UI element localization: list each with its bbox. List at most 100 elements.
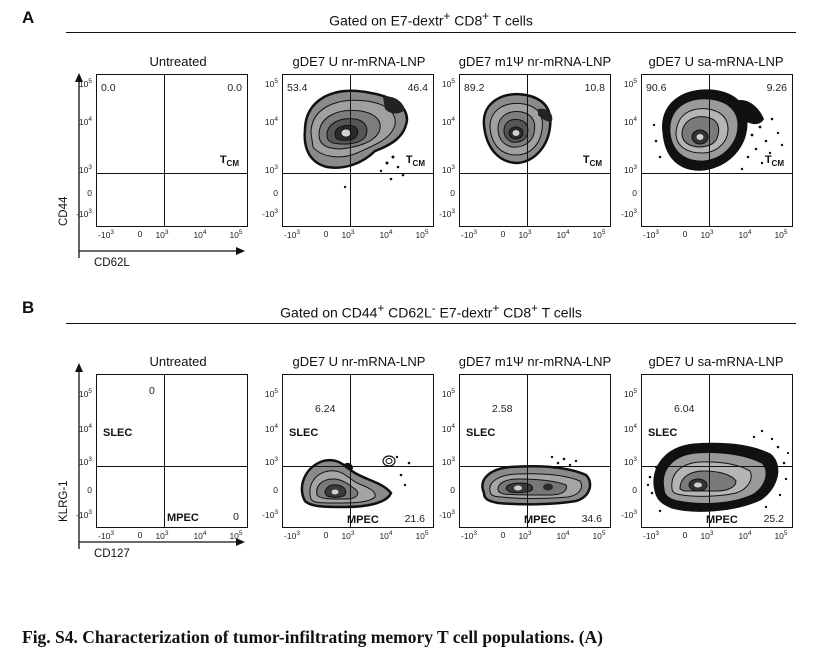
tcm-gate-label: TCM — [219, 154, 239, 169]
y-tick-label: 105 — [78, 388, 92, 399]
x-tick-label: 105 — [592, 530, 606, 541]
slec-gate-label: SLEC — [466, 427, 496, 439]
x-tick-label: 103 — [700, 530, 714, 541]
x-tick-label: 0 — [500, 530, 506, 540]
x-tick-label: 104 — [379, 229, 393, 240]
y-tick-label: 104 — [78, 116, 92, 127]
y-tick-label: 103 — [441, 456, 455, 467]
x-tick-label: -103 — [284, 530, 300, 541]
quadrant-line-horizontal — [642, 173, 792, 174]
flow-plot-u-sa-mrna: 6.04 25.2 SLEC MPEC — [641, 374, 793, 528]
y-tick-label: 0 — [273, 485, 278, 495]
flow-plot-untreated: 0.0 0.0 TCM — [96, 74, 248, 227]
x-tick-label: -103 — [284, 229, 300, 240]
y-tick-label: 103 — [441, 164, 455, 175]
quadrant-line-horizontal — [283, 173, 433, 174]
quadrant-line-vertical — [350, 75, 351, 226]
x-tick-label: -103 — [643, 229, 659, 240]
y-tick-label: 104 — [623, 116, 637, 127]
y-tick-label: 104 — [264, 116, 278, 127]
panel-a-letter: A — [22, 8, 35, 27]
y-tick-label: 0 — [87, 485, 92, 495]
x-tick-label: -103 — [98, 530, 114, 541]
y-tick-label: 104 — [441, 116, 455, 127]
quadrant-upper-left-percent: 90.6 — [646, 82, 667, 94]
quadrant-upper-right-percent: 9.26 — [766, 82, 787, 94]
figure-caption: Fig. S4. Characterization of tumor-infil… — [22, 627, 604, 647]
slec-percent: 6.24 — [315, 403, 336, 415]
plot-title: gDE7 U sa-mRNA-LNP — [648, 354, 784, 369]
mpec-percent: 34.6 — [581, 513, 602, 525]
y-tick-label: 0 — [632, 485, 637, 495]
quadrant-line-vertical — [709, 375, 710, 527]
plot-title: gDE7 U sa-mRNA-LNP — [648, 54, 784, 69]
x-tick-label: 104 — [556, 229, 570, 240]
quadrant-line-vertical — [350, 375, 351, 527]
x-tick-label: 0 — [500, 229, 506, 239]
y-tick-label: -103 — [439, 208, 455, 219]
y-tick-label: 104 — [78, 423, 92, 434]
panel-b-title-rule — [66, 323, 796, 324]
y-tick-label: -103 — [262, 208, 278, 219]
y-tick-label: 105 — [264, 388, 278, 399]
y-tick-label: -103 — [76, 509, 92, 520]
slec-gate-label: SLEC — [289, 427, 319, 439]
y-tick-label: 104 — [441, 423, 455, 434]
quadrant-line-horizontal — [97, 173, 247, 174]
contour-density-plot — [646, 429, 790, 513]
flow-plot-m1psi-nr-mrna: 2.58 34.6 SLEC MPEC — [459, 374, 611, 528]
contour-density-plot — [303, 89, 409, 189]
y-tick-label: 105 — [78, 78, 92, 89]
quadrant-upper-left-percent: 89.2 — [464, 82, 485, 94]
x-tick-label: 0 — [323, 530, 329, 540]
x-tick-label: 0 — [137, 530, 143, 540]
x-tick-label: 104 — [738, 530, 752, 541]
quadrant-line-horizontal — [97, 466, 247, 467]
contour-density-plot — [481, 455, 592, 506]
x-tick-label: 104 — [193, 530, 207, 541]
x-tick-label: 0 — [682, 229, 688, 239]
x-tick-label: 103 — [341, 229, 355, 240]
y-tick-label: 105 — [441, 388, 455, 399]
y-tick-label: 103 — [623, 164, 637, 175]
y-tick-label: 103 — [78, 164, 92, 175]
plot-title: gDE7 U nr-mRNA-LNP — [292, 354, 426, 369]
mpec-gate-label: MPEC — [347, 514, 379, 526]
x-tick-label: -103 — [461, 530, 477, 541]
slec-percent: 2.58 — [492, 403, 513, 415]
flow-plot-u-nr-mrna: 6.24 21.6 SLEC MPEC — [282, 374, 434, 528]
y-tick-label: 105 — [623, 388, 637, 399]
x-tick-label: 104 — [738, 229, 752, 240]
panel-a-gate-title: Gated on E7-dextr+ CD8+ T cells — [329, 10, 533, 29]
plot-title: Untreated — [149, 354, 207, 369]
plot-title: gDE7 m1Ψ nr-mRNA-LNP — [458, 354, 612, 369]
y-tick-label: 0 — [632, 188, 637, 198]
y-tick-label: 103 — [264, 164, 278, 175]
mpec-gate-label: MPEC — [167, 512, 199, 524]
quadrant-upper-right-percent: 46.4 — [407, 82, 428, 94]
panel-b-y-axis-label: KLRG-1 — [58, 480, 70, 522]
panel-a-title-rule — [66, 32, 796, 33]
y-tick-label: 103 — [264, 456, 278, 467]
panel-b-x-axis-label: CD127 — [94, 548, 130, 560]
y-tick-label: 103 — [78, 456, 92, 467]
y-tick-label: 104 — [623, 423, 637, 434]
quadrant-line-horizontal — [283, 466, 433, 467]
quadrant-line-horizontal — [460, 173, 610, 174]
x-tick-label: 0 — [682, 530, 688, 540]
plot-title: gDE7 U nr-mRNA-LNP — [292, 54, 426, 69]
x-tick-label: 105 — [774, 229, 788, 240]
y-tick-label: 104 — [264, 423, 278, 434]
x-tick-label: 103 — [518, 229, 532, 240]
tcm-gate-label: TCM — [405, 154, 425, 169]
contour-density-plot — [482, 93, 553, 165]
x-tick-label: 104 — [556, 530, 570, 541]
quadrant-line-vertical — [527, 75, 528, 226]
x-tick-label: 105 — [415, 530, 429, 541]
y-tick-label: 105 — [441, 78, 455, 89]
plot-title: gDE7 m1Ψ nr-mRNA-LNP — [458, 54, 612, 69]
y-tick-label: -103 — [76, 208, 92, 219]
quadrant-line-vertical — [527, 375, 528, 527]
panel-a-x-axis-label: CD62L — [94, 257, 130, 269]
quadrant-upper-left-percent: 0.0 — [101, 82, 116, 94]
